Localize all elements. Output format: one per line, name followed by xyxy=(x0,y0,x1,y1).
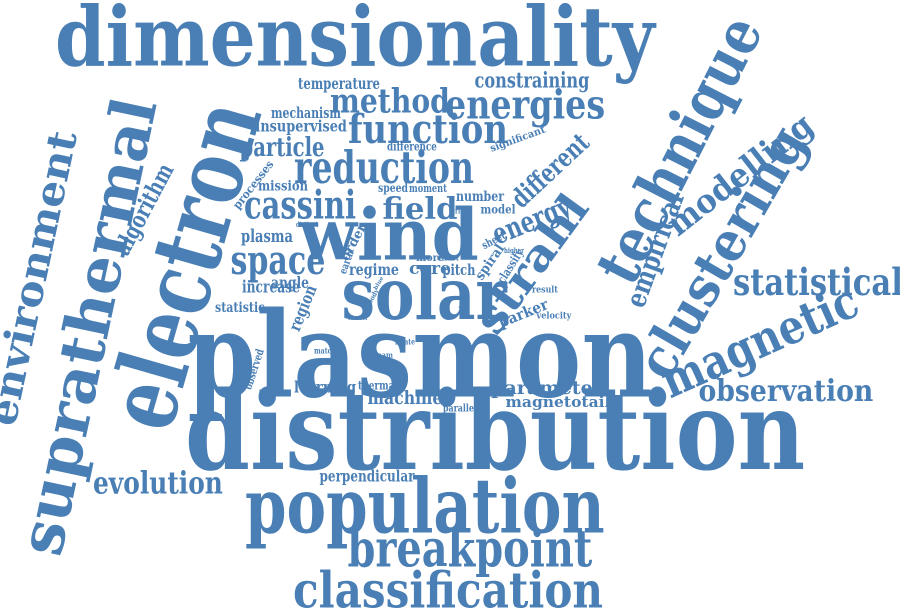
word-number: number xyxy=(456,187,504,205)
word-field: field xyxy=(382,190,458,227)
word-machine: machine xyxy=(367,386,443,409)
word-cluster: cluster xyxy=(348,314,368,323)
word-observation: observation xyxy=(698,373,874,409)
word-unsupervised: unsupervised xyxy=(251,117,347,137)
word-statistic: statistic xyxy=(215,298,265,316)
word-angle: angle xyxy=(271,272,309,292)
word-distinct: distinct xyxy=(296,221,318,230)
word-cassini: cassini xyxy=(244,181,356,228)
word-dimensionality: dimensionality xyxy=(55,0,655,87)
word-temperature: temperature xyxy=(298,74,380,94)
word-perpendicular: perpendicular xyxy=(319,466,415,486)
word-reduction: reduction xyxy=(294,140,475,194)
word-velocity: velocity xyxy=(536,309,572,321)
word-parameter: parameter xyxy=(491,375,603,399)
word-particle: particle xyxy=(239,131,325,163)
word-parallel: parallel xyxy=(443,402,477,415)
word-speed: speed xyxy=(378,180,408,196)
word-constraining: constraining xyxy=(474,67,590,93)
word-more: more xyxy=(416,252,444,265)
word-population: population xyxy=(245,461,605,551)
word-result: result xyxy=(532,284,558,295)
word-function: function xyxy=(348,105,508,153)
word-relate: relate xyxy=(395,337,415,348)
word-mechanism: mechanism xyxy=(271,103,341,122)
word-regime: regime xyxy=(349,259,399,279)
word-moment: moment xyxy=(409,181,447,195)
word-beam: beam xyxy=(373,349,393,360)
word-method: method xyxy=(330,80,450,121)
word-thermal: thermal xyxy=(358,379,398,393)
word-mission: mission xyxy=(258,177,308,195)
word-model: model xyxy=(480,202,516,218)
word-breakpoint: breakpoint xyxy=(347,519,593,580)
word-learning: learning xyxy=(294,379,357,397)
word-solar: solar xyxy=(341,251,507,336)
word-origin: origin xyxy=(451,206,471,217)
word-effect: effect xyxy=(437,251,460,263)
word-magnetotail: magnetotail xyxy=(505,392,611,411)
word-match: match xyxy=(314,346,336,357)
word-increase: increase xyxy=(242,276,300,297)
word-higher: higher xyxy=(504,247,524,256)
word-space: space xyxy=(230,237,326,285)
word-core: core xyxy=(409,258,451,279)
word-statistical: statistical xyxy=(733,260,900,305)
word-difference: difference xyxy=(387,140,437,155)
word-wind: wind xyxy=(299,192,479,276)
word-distribution: distribution xyxy=(185,367,806,495)
word-plasmon: plasmon xyxy=(187,287,653,426)
word-plasma: plasma xyxy=(241,226,293,248)
word-classification: classification xyxy=(293,560,604,609)
word-evolution: evolution xyxy=(93,465,223,501)
word-pitch: pitch xyxy=(442,260,476,279)
word-energies: energies xyxy=(445,80,606,128)
